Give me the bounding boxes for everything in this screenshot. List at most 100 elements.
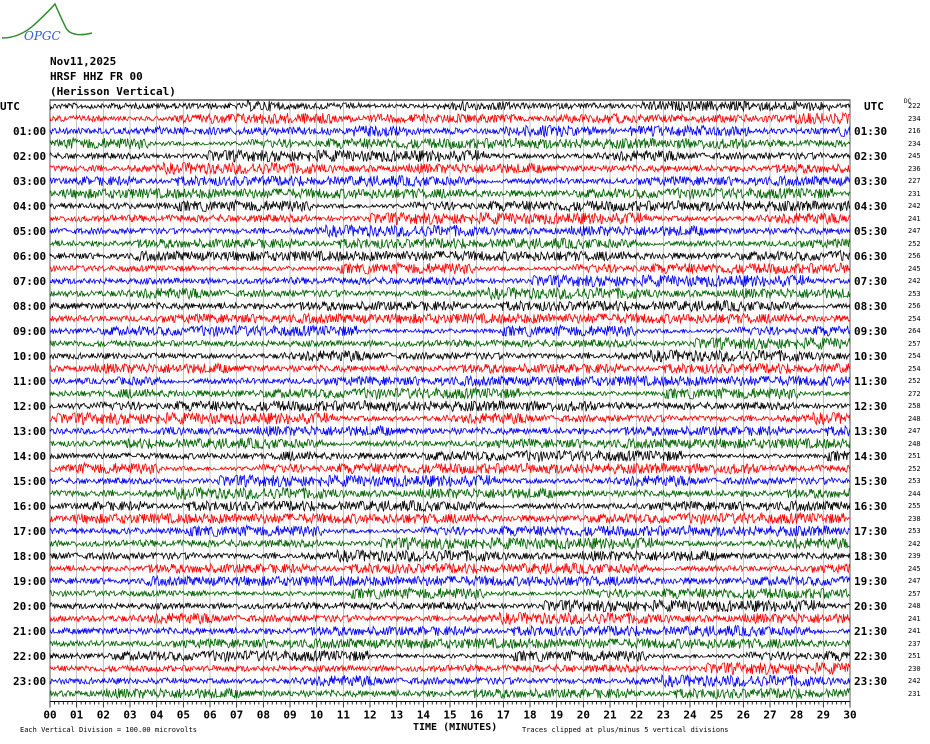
trace-row (49, 236, 851, 250)
row-value: 272 (908, 389, 921, 398)
row-value: 255 (908, 502, 921, 510)
left-time-label: 12:00 (13, 400, 47, 413)
right-time-label: 12:30 (854, 400, 888, 413)
x-tick-label: 13 (390, 709, 403, 722)
trace-row (49, 399, 851, 413)
row-value: 252 (908, 377, 921, 385)
left-time-label: 19:00 (13, 575, 47, 588)
left-time-label: 20:00 (13, 600, 47, 613)
row-value: 245 (908, 564, 921, 573)
row-value: 238 (908, 514, 921, 523)
x-tick-label: 17 (497, 709, 510, 722)
trace-row (49, 161, 851, 176)
row-value: 248 (908, 414, 921, 423)
clip-note: Traces clipped at plus/minus 5 vertical … (522, 726, 729, 734)
trace-row (49, 499, 851, 513)
trace-row (49, 348, 851, 364)
svg-text:OPGC: OPGC (24, 29, 61, 43)
row-value: 216 (908, 127, 921, 135)
left-time-label: 16:00 (13, 500, 47, 513)
scale-note: Each Vertical Division = 100.00 microvol… (20, 726, 198, 734)
left-time-label: 02:00 (13, 150, 47, 163)
right-time-label: 15:30 (854, 475, 888, 488)
x-tick-label: 16 (470, 709, 484, 722)
trace-row (49, 436, 851, 450)
x-tick-label: 12 (363, 709, 376, 722)
x-tick-label: 01 (70, 709, 84, 722)
row-value: 248 (908, 439, 921, 448)
row-value: 251 (908, 652, 921, 660)
trace-row (49, 111, 851, 125)
x-tick-label: 05 (177, 709, 190, 722)
row-value: 239 (908, 552, 921, 560)
x-tick-label: 29 (817, 709, 830, 722)
x-tick-label: 23 (657, 709, 670, 722)
trace-row (49, 362, 851, 375)
row-value: 254 (908, 314, 921, 323)
row-value: 254 (908, 364, 921, 373)
left-time-label: 14:00 (13, 450, 47, 463)
trace-row (49, 687, 851, 700)
station-label: HRSF HHZ FR 00 (50, 70, 143, 83)
x-tick-label: 02 (97, 709, 110, 722)
right-time-label: 06:30 (854, 250, 888, 263)
x-tick-label: 10 (310, 709, 323, 722)
trace-row (49, 637, 851, 650)
trace-row (49, 312, 851, 325)
trace-row (49, 186, 851, 201)
trace-row (49, 411, 851, 426)
row-value: 241 (908, 214, 921, 223)
right-time-label: 01:30 (854, 125, 888, 138)
trace-row (49, 461, 851, 476)
row-value: 258 (908, 402, 921, 410)
right-time-label: 18:30 (854, 550, 888, 563)
right-column-header: DC (904, 98, 912, 105)
row-value: 257 (908, 339, 921, 348)
right-time-label: 05:30 (854, 225, 888, 238)
trace-row (49, 449, 851, 463)
trace-row (49, 386, 851, 401)
left-time-label: 15:00 (13, 475, 47, 488)
row-value: 241 (908, 627, 921, 635)
row-value: 242 (908, 539, 921, 548)
row-value: 253 (908, 477, 921, 485)
left-utc-header: UTC (0, 100, 20, 113)
trace-row (49, 299, 851, 313)
trace-row (49, 611, 851, 626)
trace-row (49, 223, 851, 239)
date-label: Nov11,2025 (50, 55, 117, 68)
row-value: 222 (908, 102, 921, 110)
row-value: 264 (908, 327, 921, 335)
x-tick-label: 24 (683, 709, 697, 722)
x-tick-label: 18 (523, 709, 536, 722)
row-value: 230 (908, 664, 921, 673)
left-time-label: 22:00 (13, 650, 47, 663)
right-time-label: 21:30 (854, 625, 888, 638)
x-tick-label: 11 (337, 709, 351, 722)
x-tick-label: 03 (123, 709, 136, 722)
row-value: 231 (908, 189, 921, 198)
trace-row (49, 548, 851, 564)
x-tick-label: 08 (257, 709, 270, 722)
row-value: 242 (908, 277, 921, 285)
trace-row (49, 473, 851, 488)
row-value: 231 (908, 689, 921, 698)
right-time-label: 11:30 (854, 375, 888, 388)
right-time-label: 19:30 (854, 575, 888, 588)
trace-row (49, 561, 851, 575)
opgc-logo: OPGC (1, 2, 93, 43)
row-value: 234 (908, 139, 921, 148)
row-value: 256 (908, 252, 921, 260)
right-time-label: 07:30 (854, 275, 888, 288)
trace-row (49, 174, 851, 188)
x-tick-label: 09 (283, 709, 296, 722)
trace-row (49, 624, 851, 638)
row-value: 244 (908, 489, 921, 498)
left-time-label: 04:00 (13, 200, 47, 213)
trace-row (49, 523, 851, 538)
x-tick-label: 20 (577, 709, 590, 722)
row-value: 237 (908, 639, 921, 648)
trace-row (49, 661, 851, 676)
right-time-label: 08:30 (854, 300, 888, 313)
right-time-label: 23:30 (854, 675, 888, 688)
